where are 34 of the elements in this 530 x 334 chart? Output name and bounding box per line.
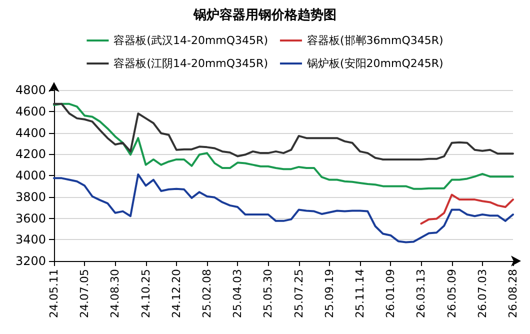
y-tick-label: 4000 [15, 168, 46, 182]
x-tick-label: 26.05.09 [445, 269, 458, 318]
line-series [53, 102, 514, 160]
chart-title: 锅炉容器用钢价格趋势图 [192, 7, 336, 23]
x-tick-label: 26.01.09 [384, 269, 398, 318]
x-tick-label: 24.05.11 [48, 269, 60, 318]
y-tick-label: 4400 [15, 126, 46, 140]
y-tick-label: 4600 [15, 104, 46, 118]
x-tick-label: 26.07.03 [476, 269, 489, 318]
x-tick-label: 24.07.05 [78, 269, 92, 318]
legend-label: 锅炉板(安阳20mmQ245R) [306, 57, 444, 70]
legend-label: 容器板(江阴14-20mmQ345R) [114, 57, 268, 70]
y-tick-label: 3200 [15, 254, 46, 268]
line-series [420, 194, 514, 225]
x-tick-label: 25.05.30 [262, 269, 275, 318]
x-tick-label: 24.12.20 [170, 269, 183, 318]
x-tick-label: 24.10.25 [139, 269, 152, 318]
x-tick-label: 25.09.19 [322, 269, 336, 318]
legend-label: 容器板(邯郸36mmQ345R) [306, 34, 444, 47]
legend-label: 容器板(武汉14-20mmQ345R) [114, 34, 268, 47]
line-series [53, 102, 514, 190]
y-tick-label: 3800 [15, 190, 46, 204]
line-series [53, 173, 514, 244]
y-tick-label: 4800 [15, 83, 46, 97]
x-tick-label: 26.08.28 [506, 269, 520, 318]
y-tick-label: 3600 [15, 211, 46, 226]
y-tick-label: 3400 [15, 232, 46, 247]
x-tick-label: 25.04.03 [231, 269, 244, 318]
x-tick-label: 25.02.08 [200, 269, 214, 318]
y-tick-label: 4200 [15, 147, 46, 162]
x-tick-label: 25.07.25 [292, 269, 306, 318]
x-tick-label: 26.03.13 [414, 269, 428, 318]
x-tick-label: 25.11.14 [354, 269, 366, 318]
x-tick-label: 24.08.30 [108, 269, 122, 318]
